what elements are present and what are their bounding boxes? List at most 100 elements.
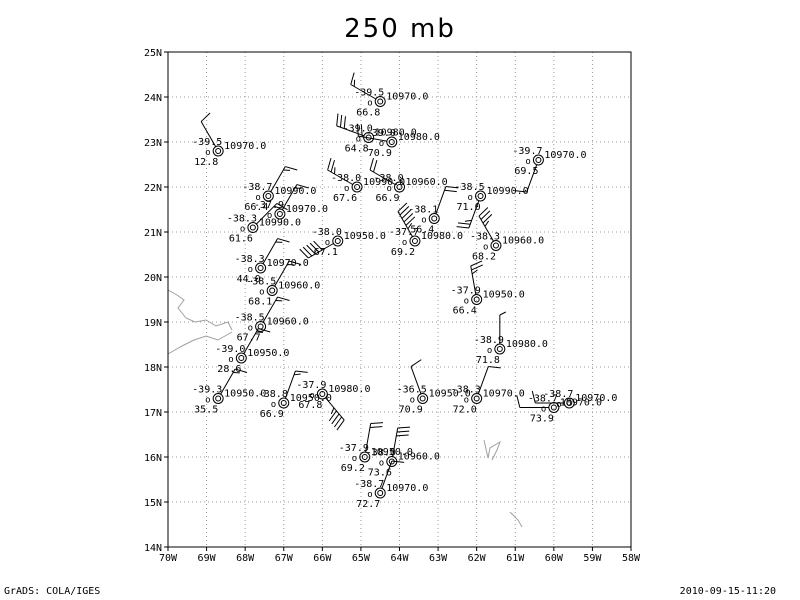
wind-barb-staff [358,135,387,142]
wind-barb-feather [403,212,414,223]
station-temperature: -37.9 [451,286,481,297]
station-circle-inner [473,296,480,303]
station-humidity: 70.9 [399,405,423,416]
station-temperature: -39.5 [354,88,384,99]
station-circle-inner [319,391,326,397]
y-tick-label: 20N [144,273,162,284]
station-height: 10960.0 [406,177,448,188]
wind-barb-feather [356,123,359,137]
station-humidity: 67.7 [237,333,261,344]
station-circle-inner [238,355,245,361]
station-marker: o [556,400,561,410]
station-height: 10970.0 [544,150,586,161]
x-tick-label: 70W [159,553,178,564]
station-height: 10950.0 [371,447,413,458]
x-tick-label: 69W [198,553,217,564]
y-axis-ticks: 14N 15N 16N 17N 18N 19N 20N 21N 22N 23N 24N 25N [144,48,168,554]
station-circle-outer [247,222,259,233]
wind-barb-feather [285,166,298,171]
map-title: 250 mb [344,14,456,44]
station-circle-inner [473,395,480,402]
station-circle-outer [471,294,483,305]
x-tick-label: 64W [390,553,409,564]
station-height: 10950.0 [429,389,471,400]
station-model: o-39.0 10950.0 28.6 [215,328,289,375]
station-temperature: -38.0 [366,448,396,459]
station-circle-outer [212,145,224,157]
station-height: 10970.0 [386,92,428,103]
station-height: 10970.0 [575,393,617,404]
station-circle-inner [535,157,542,163]
station-humidity: 73.6 [368,468,392,479]
station-height: 10980.0 [375,128,417,139]
station-height: 10960.0 [398,452,440,463]
station-circle-inner [334,238,341,244]
footer-credit: GrADS: COLA/IGES [4,586,101,597]
station-temperature: -36.5 [397,385,427,396]
station-circle-outer [374,487,386,499]
station-model: o-37.9 10980.0 67.8 [296,380,370,431]
wind-barb-feather [200,112,211,122]
station-circle-inner [215,395,222,402]
station-marker: o [248,324,253,334]
wind-barb-feather [299,248,309,259]
wind-barb-feather [289,260,302,265]
wind-barb-feather [369,426,383,428]
y-tick-label: 17N [144,408,162,419]
wind-barb-feather [373,159,378,173]
station-temperature: -38.7 [242,182,272,193]
station-humidity: 66.4 [453,306,477,317]
wind-barb-feather [360,124,363,137]
station-circle-outer [212,393,224,404]
wind-barb-feather [391,460,405,463]
station-circle-inner [496,346,503,352]
station-humidity: 44.0 [237,274,261,285]
station-circle-inner [249,224,256,231]
x-tick-label: 59W [583,553,602,564]
station-circle-inner [411,238,418,244]
wind-barb-staff [262,296,279,323]
y-tick-label: 15N [144,498,162,509]
footer-timestamp: 2010-09-15-11:20 [679,586,776,597]
station-humidity: 67.1 [314,247,338,258]
wind-barb-feather [273,205,281,209]
station-marker: o [487,346,492,356]
station-model: o-38.7 10990.0 66.4 [242,166,316,213]
wind-barb-staff [435,186,447,214]
lat-lon-grid [168,52,631,547]
x-tick-label: 67W [275,553,294,564]
wind-barb-feather [499,311,507,316]
station-humidity: 67.8 [298,400,322,411]
station-temperature: -38.5 [246,277,276,288]
station-circle-inner [354,184,361,190]
station-model: o-38.3 10960.0 68.2 [470,207,544,263]
wind-barb-feather [343,116,346,129]
y-tick-label: 19N [144,318,162,329]
station-temperature: -39.0 [215,344,245,355]
station-circle-outer [235,352,247,364]
station-temperature: -37.9 [339,443,369,454]
station-model: o-38.5 10990.0 71.0 [455,182,529,229]
station-circle-outer [409,235,421,247]
station-circle-outer [374,96,386,107]
station-humidity: 71.8 [476,355,500,366]
station-height: 10950.0 [247,348,289,359]
station-circle-outer [359,451,371,463]
station-marker: o [259,288,264,298]
wind-barb-feather [336,113,339,126]
wind-barb-feather [293,373,301,376]
wind-barb-staff [369,169,396,185]
station-marker: o [205,396,210,406]
wind-barb-feather [397,202,408,212]
wind-barb-feather [333,416,343,428]
station-circle-outer [532,154,544,166]
wind-barb-staff [410,366,422,394]
wind-barb-feather [330,159,335,173]
wind-barb-feather [258,328,271,333]
station-circle-inner [377,98,384,105]
station-marker: o [271,400,276,410]
station-humidity: 56.4 [410,225,434,236]
station-temperature: -38.3 [451,385,481,396]
wind-barb-feather [277,296,290,301]
wind-barb-staff [270,166,286,192]
